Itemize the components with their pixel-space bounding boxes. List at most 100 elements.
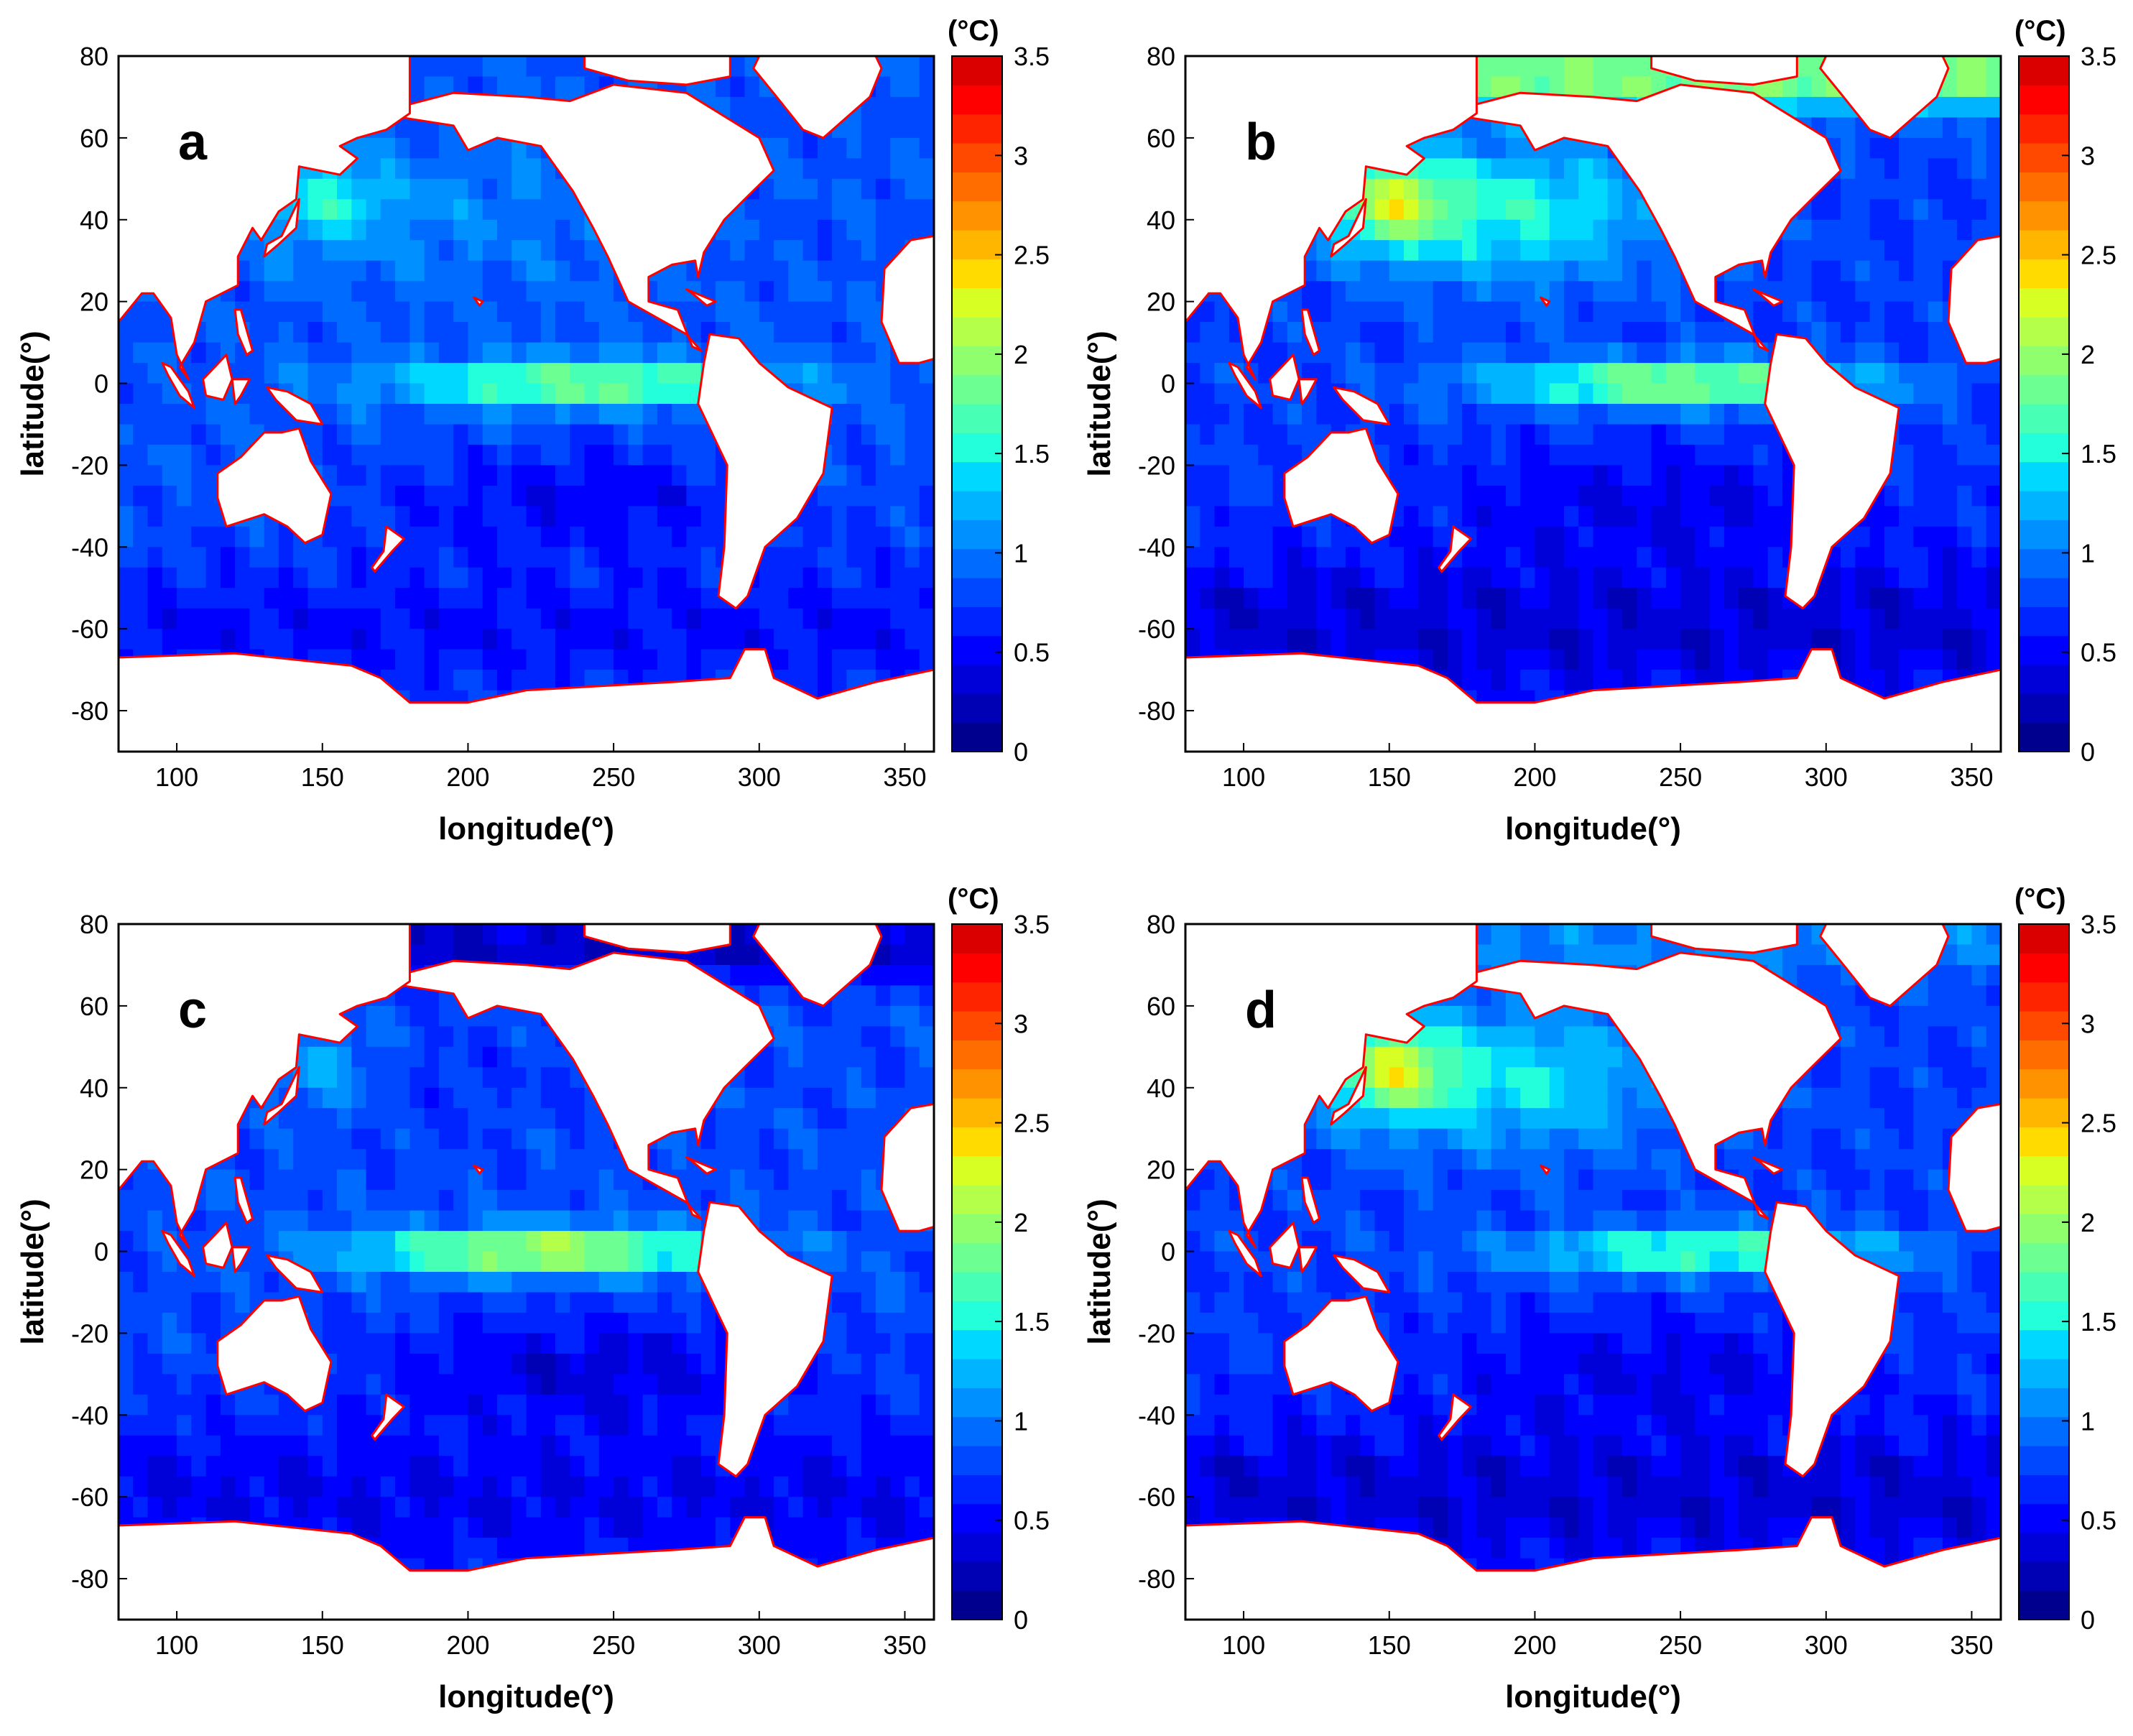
land-greenland (1819, 56, 1950, 139)
land-sumatra (1228, 361, 1262, 410)
colorbar-segment (952, 230, 1002, 259)
land-masses (119, 56, 934, 752)
colorbar-unit: (°C) (948, 15, 999, 47)
colorbar-ticks: 0 0.5 1 1.5 2 2.5 3 3.5 (995, 910, 1050, 1635)
x-tick-label: 200 (1513, 1630, 1556, 1660)
colorbar-segment (952, 606, 1002, 637)
colorbar-segment (2019, 1416, 2069, 1446)
colorbar-segment (952, 1533, 1002, 1562)
colorbar-frame (2018, 55, 2070, 752)
y-tick-label: 60 (1147, 124, 1175, 153)
colorbar-segment (2019, 953, 2069, 983)
x-tick-label: 350 (1950, 1630, 1993, 1660)
x-tick-label: 250 (592, 762, 635, 792)
land-cuba (685, 288, 717, 307)
colorbar-unit: (°C) (2014, 15, 2066, 47)
x-axis-label: longitude(°) (1505, 1679, 1681, 1714)
colorbar-segment (952, 693, 1002, 724)
y-tick-label: -80 (71, 696, 108, 726)
colorbar-segment (952, 1127, 1002, 1157)
colorbar-tick-label: 1 (2081, 538, 2095, 568)
land-sulawesi (1297, 1246, 1318, 1273)
panel-letter: a (178, 114, 208, 171)
y-axis-label: latitude(°) (15, 331, 50, 476)
land-sumatra (1228, 1229, 1262, 1278)
plot-frame (1184, 55, 2002, 753)
land-south-america (697, 333, 833, 610)
colorbar-tick-label: 3.5 (2081, 42, 2116, 71)
y-tick-label: -80 (1138, 696, 1175, 726)
colorbar-tick-label: 1 (1014, 538, 1028, 568)
colorbar-segment (952, 1040, 1002, 1070)
colorbar-segment (952, 1503, 1002, 1533)
colorbar-segment (952, 924, 1002, 954)
colorbar-tick-label: 2 (1014, 340, 1028, 369)
land-philippines (1300, 308, 1320, 356)
land-japan (1330, 198, 1367, 258)
colorbar-ticks: 0 0.5 1 1.5 2 2.5 3 3.5 (2062, 910, 2116, 1635)
y-axis-ticks: 80 60 40 20 0 -20 -40 -60 -80 (1138, 910, 1194, 1594)
y-tick-label: 80 (1147, 910, 1175, 939)
colorbar-segment (952, 346, 1002, 376)
y-tick-label: 60 (1147, 992, 1175, 1021)
x-tick-label: 150 (1368, 1630, 1411, 1660)
x-tick-label: 300 (1805, 1630, 1848, 1660)
colorbar-segment (2019, 1185, 2069, 1214)
colorbar-segment (2019, 924, 2069, 954)
x-axis-ticks: 100 150 200 250 300 350 (1222, 1611, 1994, 1660)
colorbar-segment (2019, 1011, 2069, 1040)
colorbar-segment (2019, 287, 2069, 318)
colorbar-segment (2019, 317, 2069, 346)
y-tick-label: 40 (80, 1074, 108, 1103)
colorbar-tick-label: 0 (2081, 1605, 2095, 1635)
land-sulawesi (231, 378, 251, 405)
y-tick-label: 80 (80, 910, 108, 939)
land-eurasia (119, 56, 411, 381)
plot-frame (117, 923, 935, 1621)
colorbar-segment (2019, 1329, 2069, 1359)
land-sulawesi (1297, 378, 1318, 405)
colorbar-unit: (°C) (948, 883, 999, 915)
colorbar-segment (952, 982, 1002, 1012)
colorbar-ticks: 0 0.5 1 1.5 2 2.5 3 3.5 (2062, 42, 2116, 767)
land-australia (1283, 427, 1399, 545)
land-sulawesi (231, 1246, 251, 1273)
land-hawaii (473, 1164, 484, 1175)
colorbar (2018, 923, 2070, 1620)
colorbar-segment (2019, 404, 2069, 433)
land-cuba (1752, 288, 1784, 307)
colorbar-segment (952, 317, 1002, 346)
colorbar-segment (2019, 143, 2069, 172)
colorbar-segment (952, 172, 1002, 202)
land-new-guinea (266, 386, 324, 425)
map-plot-area (1185, 56, 2001, 752)
panel-a: 100 150 200 250 300 350 80 60 40 20 0 -20 -40 -60 -80… (0, 0, 1066, 868)
land-south-america (1764, 333, 1900, 610)
colorbar-segment (2019, 606, 2069, 637)
land-africa (880, 1103, 934, 1232)
land-canada-arctic (1650, 924, 1798, 954)
y-tick-label: 20 (80, 287, 108, 317)
y-axis-ticks: 80 60 40 20 0 -20 -40 -60 -80 (71, 42, 127, 726)
y-tick-label: -20 (71, 1319, 108, 1348)
x-tick-label: 300 (738, 1630, 781, 1660)
x-tick-label: 250 (1659, 1630, 1702, 1660)
plot-frame (117, 55, 935, 753)
colorbar-segment (952, 1011, 1002, 1040)
colorbar-segment (2019, 548, 2069, 578)
panel-d: 100 150 200 250 300 350 80 60 40 20 0 -20 -40 -60 -80… (1067, 868, 2133, 1736)
colorbar-segment (952, 433, 1002, 463)
plot-frame (1184, 923, 2002, 1621)
x-tick-label: 150 (301, 1630, 344, 1660)
colorbar (951, 923, 1003, 1620)
colorbar-segment (952, 287, 1002, 318)
land-canada-arctic (583, 924, 731, 954)
colorbar-tick-label: 0.5 (2081, 1506, 2116, 1536)
y-tick-label: -60 (71, 614, 108, 644)
panel-b-svg: 100 150 200 250 300 350 806040200-20-40-60-80… (1082, 15, 2116, 846)
y-tick-label: -60 (1138, 614, 1175, 644)
colorbar-segment (952, 1561, 1002, 1592)
colorbar-segment (2019, 520, 2069, 550)
colorbar-segment (2019, 1242, 2069, 1273)
y-tick-label: 40 (1147, 1074, 1175, 1103)
